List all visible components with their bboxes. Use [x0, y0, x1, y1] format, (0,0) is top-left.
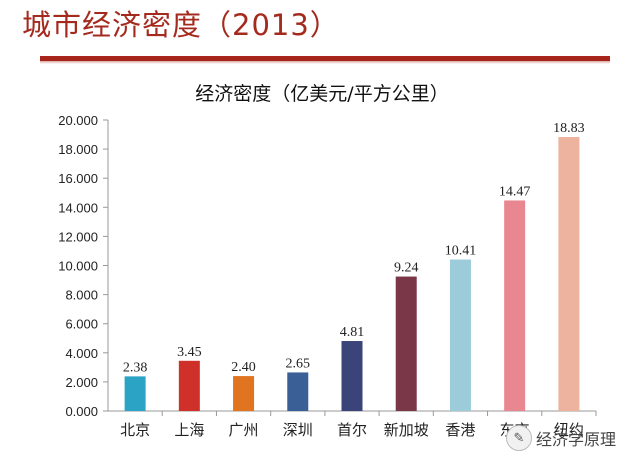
chart-bars: 2.38 3.45 2.40 2.65 4.81 9.24 10.41 14.47 18.83	[123, 121, 585, 411]
bar	[504, 200, 526, 411]
title-divider	[40, 56, 610, 61]
data-label: 4.81	[340, 325, 365, 340]
y-tick-label: 18.000	[58, 142, 98, 157]
bar	[341, 341, 363, 411]
x-category-label: 新加坡	[384, 421, 429, 439]
y-tick-label: 16.000	[58, 171, 98, 186]
x-category-label: 广州	[229, 421, 259, 439]
y-tick-label: 14.000	[58, 200, 98, 215]
bar	[287, 372, 309, 411]
y-tick-label: 10.000	[58, 259, 98, 274]
bar	[233, 376, 255, 411]
data-label: 14.47	[499, 184, 531, 199]
x-category-label: 纽约	[554, 421, 584, 439]
data-label: 18.83	[553, 121, 585, 136]
y-tick-label: 6.000	[65, 317, 98, 332]
y-tick-label: 20.000	[58, 113, 98, 128]
x-category-label: 首尔	[337, 421, 367, 439]
data-label: 2.65	[286, 356, 311, 371]
x-category-label: 深圳	[283, 421, 313, 439]
title-divider-shadow	[40, 61, 610, 64]
y-tick-label: 0.000	[65, 404, 98, 419]
y-tick-label: 12.000	[58, 229, 98, 244]
data-label: 9.24	[394, 261, 419, 276]
data-label: 10.41	[445, 244, 477, 259]
x-category-label: 上海	[174, 421, 204, 439]
bar	[178, 360, 200, 411]
x-category-label: 香港	[445, 421, 475, 439]
data-label: 3.45	[177, 345, 202, 360]
x-category-label: 北京	[120, 421, 150, 439]
y-tick-label: 2.000	[65, 375, 98, 390]
data-label: 2.38	[123, 360, 148, 375]
data-label: 2.40	[231, 360, 256, 375]
bar	[558, 137, 580, 411]
bar	[124, 376, 146, 411]
bar	[449, 259, 471, 411]
chart-title: 经济密度（亿美元/平方公里）	[195, 83, 448, 105]
y-tick-label: 4.000	[65, 346, 98, 361]
watermark-text: 经济学原理	[536, 430, 617, 449]
y-tick-label: 8.000	[65, 288, 98, 303]
chat-bubble-icon: ✎	[506, 425, 532, 451]
page-title: 城市经济密度（2013）	[22, 8, 340, 42]
watermark: ✎ 经济学原理	[506, 425, 616, 451]
bar	[395, 276, 417, 411]
